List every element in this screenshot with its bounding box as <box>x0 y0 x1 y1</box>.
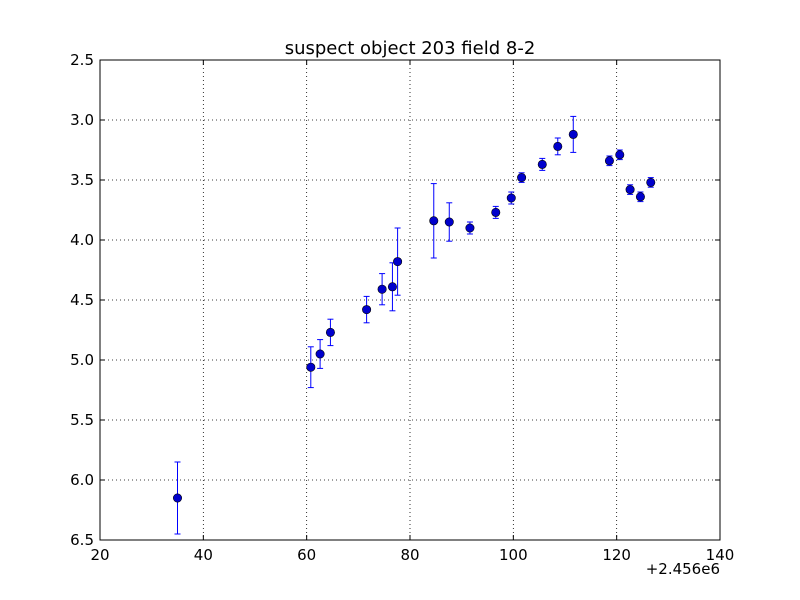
x-tick-label: 120 <box>602 546 631 564</box>
data-point <box>393 257 403 267</box>
data-point <box>429 216 439 226</box>
data-point <box>537 159 547 169</box>
data-point-group <box>604 155 614 167</box>
x-tick-label: 20 <box>90 546 109 564</box>
data-point-group <box>444 202 454 242</box>
y-tick-label: 5.0 <box>70 351 94 369</box>
data-point <box>465 223 475 233</box>
data-point-group <box>553 137 563 156</box>
data-point <box>362 305 372 315</box>
data-point <box>568 129 578 139</box>
x-tick-label: 140 <box>706 546 735 564</box>
data-point <box>517 173 527 183</box>
data-point <box>491 207 501 217</box>
data-point-group <box>315 339 325 369</box>
data-point <box>604 156 614 166</box>
y-tick-label: 3.5 <box>70 171 94 189</box>
y-tick-label: 4.5 <box>70 291 94 309</box>
x-tick-label: 40 <box>194 546 213 564</box>
data-point <box>444 217 454 227</box>
data-point-group <box>429 183 439 259</box>
y-tick-label: 5.5 <box>70 411 94 429</box>
data-point <box>615 150 625 160</box>
y-tick-label: 3.0 <box>70 111 94 129</box>
x-tick-label: 100 <box>499 546 528 564</box>
data-point-group <box>517 172 527 183</box>
data-point <box>553 141 563 151</box>
data-point <box>625 185 635 195</box>
data-point-group <box>491 205 501 219</box>
data-point <box>325 327 335 337</box>
x-tick-label: 80 <box>400 546 419 564</box>
data-point-group <box>173 461 183 535</box>
x-tick-label: 60 <box>297 546 316 564</box>
data-point-group <box>506 191 516 205</box>
data-point-group <box>306 346 316 389</box>
data-point-group <box>387 262 397 312</box>
data-point-group <box>646 177 656 188</box>
grid-layer <box>100 60 720 540</box>
data-point-group <box>393 227 403 296</box>
y-tick-label: 6.0 <box>70 471 94 489</box>
data-point-group <box>615 149 625 161</box>
tick-layer <box>99 59 721 541</box>
data-point-group <box>377 273 387 306</box>
data-point-group <box>325 318 335 347</box>
data-point <box>646 177 656 187</box>
data-point-group <box>362 295 372 324</box>
data-point-group <box>465 221 475 235</box>
data-point <box>377 284 387 294</box>
data-point-group <box>537 157 547 171</box>
data-point <box>306 362 316 372</box>
data-point-group <box>625 184 635 195</box>
label-layer: 20 40 60 80 100 120 140 2.5 3.0 3.5 4.0 4.5 5.0 5.5 6.… <box>70 51 734 564</box>
data-point-group <box>635 191 645 203</box>
y-tick-label: 4.0 <box>70 231 94 249</box>
data-point-group <box>568 115 578 153</box>
data-layer <box>173 115 656 535</box>
y-tick-label: 6.5 <box>70 531 94 549</box>
data-point <box>635 192 645 202</box>
data-point <box>173 493 183 503</box>
y-tick-label: 2.5 <box>70 51 94 69</box>
x-axis-offset-label: +2.456e6 <box>646 560 720 578</box>
data-point <box>315 349 325 359</box>
chart-title: suspect object 203 field 8-2 <box>285 38 536 59</box>
data-point <box>387 282 397 292</box>
data-point <box>506 193 516 203</box>
